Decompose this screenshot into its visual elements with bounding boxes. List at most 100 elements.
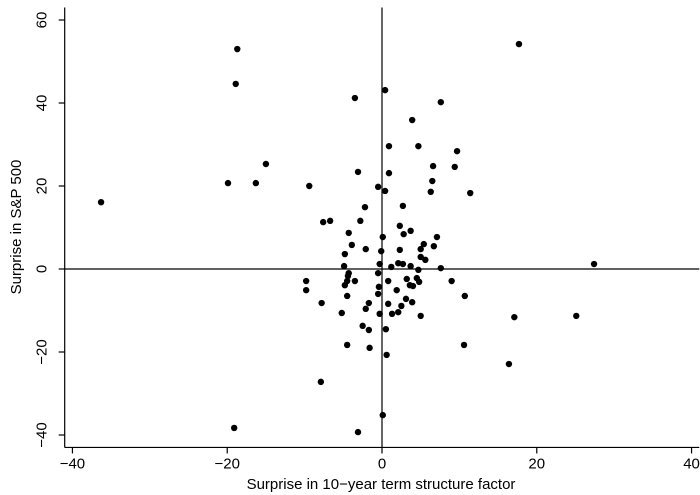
x-tick-label: −40 xyxy=(60,455,85,472)
scatter-point xyxy=(429,162,437,170)
x-axis-label: Surprise in 10−year term structure facto… xyxy=(247,476,516,493)
scatter-point xyxy=(420,240,427,248)
scatter-point xyxy=(379,411,386,419)
scatter-point xyxy=(341,250,349,258)
scatter-point xyxy=(306,182,313,190)
y-tick-label: 20 xyxy=(34,178,51,195)
scatter-point xyxy=(374,290,382,298)
scatter-point xyxy=(396,246,403,254)
scatter-point xyxy=(467,189,474,197)
scatter-point xyxy=(354,428,362,436)
y-tick-label: 0 xyxy=(34,265,51,273)
scatter-point xyxy=(505,360,513,368)
scatter-point xyxy=(451,163,458,171)
scatter-point xyxy=(511,313,518,321)
scatter-point xyxy=(345,229,352,237)
scatter-point xyxy=(460,341,468,349)
scatter-point xyxy=(302,277,310,285)
scatter-point xyxy=(453,147,461,155)
scatter-point xyxy=(378,247,385,255)
scatter-point xyxy=(361,203,369,211)
scatter-point xyxy=(400,230,407,238)
scatter-point xyxy=(515,40,523,48)
scatter-point xyxy=(381,86,389,94)
scatter-point xyxy=(224,179,232,187)
scatter-point xyxy=(262,160,270,168)
scatter-point xyxy=(344,272,352,280)
scatter-point xyxy=(366,344,373,352)
scatter-point xyxy=(375,283,383,291)
scatter-point xyxy=(385,169,393,177)
x-tick-label: 40 xyxy=(683,455,700,472)
scatter-point xyxy=(409,282,417,290)
y-tick-label: 40 xyxy=(34,95,51,112)
scatter-point xyxy=(381,187,389,195)
y-tick-label: −40 xyxy=(34,422,51,447)
scatter-point xyxy=(407,227,414,235)
scatter-point xyxy=(399,260,407,268)
scatter-point xyxy=(417,253,424,261)
scatter-point xyxy=(326,217,334,225)
scatter-point xyxy=(359,322,366,330)
scatter-point xyxy=(376,310,383,318)
scatter-point xyxy=(408,116,416,124)
scatter-point xyxy=(415,278,423,286)
scatter-point xyxy=(415,266,422,274)
scatter-point xyxy=(395,308,402,316)
scatter-point xyxy=(351,277,359,285)
scatter-point xyxy=(319,218,327,226)
scatter-point xyxy=(351,94,359,102)
scatter-point xyxy=(384,300,392,308)
scatter-point xyxy=(302,286,310,294)
scatter-point xyxy=(415,142,422,150)
scatter-point xyxy=(97,198,105,206)
scatter-point xyxy=(396,222,403,230)
scatter-point xyxy=(422,256,429,264)
scatter-point xyxy=(343,341,351,349)
scatter-point xyxy=(388,310,396,318)
y-tick-label: −20 xyxy=(34,339,51,364)
scatter-point xyxy=(354,168,362,176)
scatter-point xyxy=(382,325,390,333)
scatter-point xyxy=(232,80,239,88)
scatter-point xyxy=(234,45,241,53)
y-axis-label: Surprise in S&P 500 xyxy=(8,160,25,295)
scatter-point xyxy=(362,305,369,313)
scatter-point xyxy=(379,233,386,241)
scatter-point xyxy=(407,262,414,270)
scatter-point xyxy=(317,378,325,386)
scatter-point xyxy=(388,263,395,271)
scatter-point xyxy=(403,275,410,283)
scatter-point xyxy=(341,281,349,289)
x-tick-label: 0 xyxy=(378,455,386,472)
scatter-point xyxy=(365,326,373,334)
scatter-point xyxy=(573,312,580,320)
scatter-point xyxy=(398,302,405,310)
scatter-point xyxy=(365,299,373,307)
scatter-point xyxy=(427,188,434,196)
scatter-point xyxy=(348,241,356,249)
scatter-point xyxy=(399,202,407,210)
x-tick-label: 20 xyxy=(528,455,545,472)
scatter-point xyxy=(252,179,260,187)
scatter-point xyxy=(230,424,238,432)
scatter-point xyxy=(408,299,416,306)
scatter-point xyxy=(448,277,455,285)
scatter-point xyxy=(385,142,393,150)
x-tick-label: −20 xyxy=(214,455,239,472)
scatter-point xyxy=(430,242,438,250)
scatter-point xyxy=(362,245,369,253)
scatter-point xyxy=(417,312,424,320)
scatter-point xyxy=(374,183,382,191)
scatter-point xyxy=(374,269,382,277)
y-tick-label: 60 xyxy=(34,12,51,29)
scatter-point xyxy=(437,98,445,106)
scatter-point xyxy=(590,260,598,268)
scatter-point xyxy=(393,286,400,294)
scatter-point xyxy=(340,262,348,270)
scatter-point xyxy=(384,277,392,285)
scatter-point xyxy=(461,292,469,300)
scatter-point xyxy=(437,264,445,272)
scatter-point xyxy=(338,309,345,317)
